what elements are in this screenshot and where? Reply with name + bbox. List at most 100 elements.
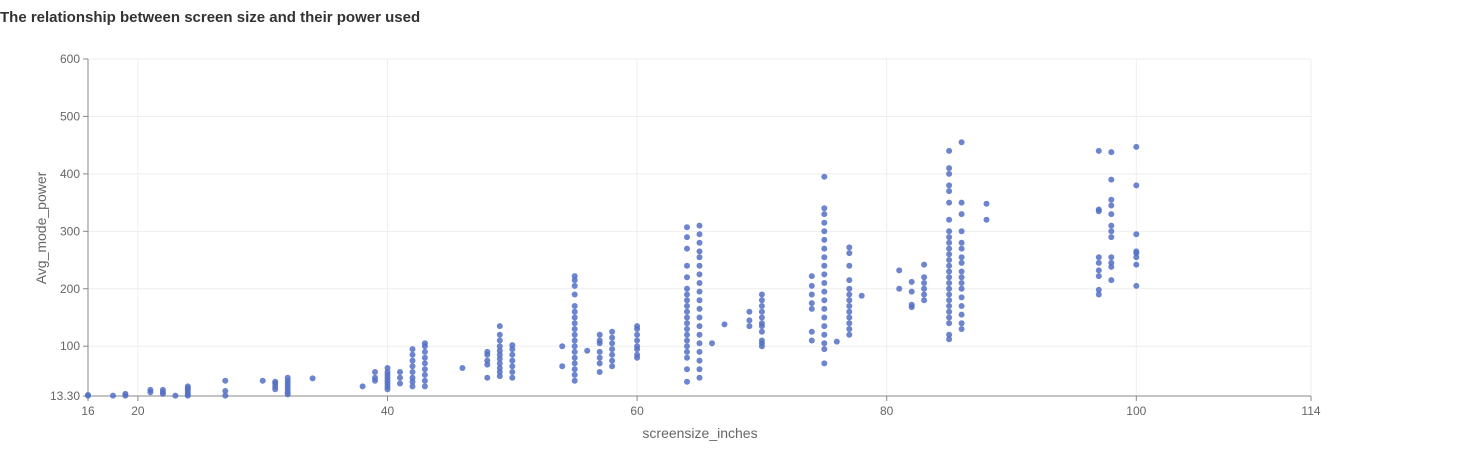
data-point[interactable]	[746, 323, 753, 330]
data-point[interactable]	[821, 211, 828, 218]
data-point[interactable]	[758, 308, 765, 315]
data-point[interactable]	[559, 363, 566, 370]
data-point[interactable]	[571, 273, 578, 280]
data-point[interactable]	[509, 363, 516, 370]
data-point[interactable]	[858, 292, 865, 299]
data-point[interactable]	[921, 285, 928, 292]
data-point[interactable]	[409, 351, 416, 358]
data-point[interactable]	[946, 199, 953, 206]
data-point[interactable]	[721, 321, 728, 328]
data-point[interactable]	[696, 231, 703, 238]
data-point[interactable]	[609, 346, 616, 353]
data-point[interactable]	[696, 280, 703, 286]
data-point[interactable]	[284, 391, 291, 398]
data-point[interactable]	[946, 257, 953, 263]
data-point[interactable]	[571, 331, 578, 338]
data-point[interactable]	[1095, 273, 1102, 280]
data-point[interactable]	[958, 326, 965, 332]
data-point[interactable]	[921, 280, 928, 286]
data-point[interactable]	[908, 278, 915, 285]
data-point[interactable]	[696, 348, 703, 355]
data-point[interactable]	[596, 331, 603, 338]
data-point[interactable]	[696, 262, 703, 269]
data-point[interactable]	[634, 323, 641, 330]
data-point[interactable]	[596, 369, 603, 375]
data-point[interactable]	[496, 323, 503, 330]
data-point[interactable]	[409, 346, 416, 353]
data-point[interactable]	[958, 280, 965, 286]
data-point[interactable]	[684, 285, 690, 292]
data-point[interactable]	[571, 354, 578, 361]
data-point[interactable]	[946, 245, 953, 252]
data-point[interactable]	[758, 337, 765, 344]
data-point[interactable]	[846, 297, 853, 304]
data-point[interactable]	[896, 267, 903, 274]
data-point[interactable]	[921, 274, 928, 281]
data-point[interactable]	[958, 139, 965, 146]
data-point[interactable]	[833, 338, 840, 345]
data-point[interactable]	[896, 285, 903, 292]
data-point[interactable]	[571, 360, 578, 367]
data-point[interactable]	[596, 354, 603, 361]
data-point[interactable]	[484, 357, 491, 364]
data-point[interactable]	[846, 250, 853, 257]
data-point[interactable]	[684, 343, 690, 350]
data-point[interactable]	[821, 331, 828, 338]
data-point[interactable]	[846, 326, 853, 332]
data-point[interactable]	[1108, 176, 1115, 183]
data-point[interactable]	[946, 336, 953, 343]
data-point[interactable]	[1108, 234, 1115, 241]
data-point[interactable]	[821, 280, 828, 286]
data-point[interactable]	[571, 366, 578, 373]
data-point[interactable]	[958, 311, 965, 318]
data-point[interactable]	[846, 285, 853, 292]
data-point[interactable]	[958, 245, 965, 252]
data-point[interactable]	[921, 297, 928, 304]
data-point[interactable]	[509, 374, 516, 381]
data-point[interactable]	[684, 354, 690, 361]
data-point[interactable]	[596, 348, 603, 355]
data-point[interactable]	[684, 348, 690, 355]
data-point[interactable]	[696, 357, 703, 364]
data-point[interactable]	[696, 239, 703, 246]
data-point[interactable]	[1108, 228, 1115, 235]
data-point[interactable]	[1095, 254, 1102, 261]
data-point[interactable]	[946, 182, 953, 189]
data-point[interactable]	[946, 314, 953, 321]
data-point[interactable]	[846, 331, 853, 338]
data-point[interactable]	[808, 282, 815, 289]
data-point[interactable]	[1095, 147, 1102, 154]
data-point[interactable]	[584, 347, 591, 354]
data-point[interactable]	[571, 320, 578, 327]
data-point[interactable]	[421, 354, 428, 361]
data-point[interactable]	[808, 328, 815, 335]
data-point[interactable]	[696, 323, 703, 330]
data-point[interactable]	[571, 337, 578, 344]
data-point[interactable]	[1108, 259, 1115, 266]
data-point[interactable]	[159, 386, 166, 393]
data-point[interactable]	[184, 383, 191, 390]
data-point[interactable]	[846, 303, 853, 309]
data-point[interactable]	[684, 262, 690, 269]
data-point[interactable]	[696, 374, 703, 381]
data-point[interactable]	[1095, 267, 1102, 274]
data-point[interactable]	[758, 297, 765, 304]
data-point[interactable]	[684, 320, 690, 327]
data-point[interactable]	[571, 282, 578, 289]
data-point[interactable]	[946, 262, 953, 269]
data-point[interactable]	[634, 343, 641, 350]
data-point[interactable]	[946, 274, 953, 281]
data-point[interactable]	[684, 291, 690, 298]
data-point[interactable]	[821, 173, 828, 180]
data-point[interactable]	[908, 301, 915, 308]
data-point[interactable]	[1095, 291, 1102, 298]
data-point[interactable]	[821, 254, 828, 261]
data-point[interactable]	[1133, 231, 1140, 238]
data-point[interactable]	[459, 365, 466, 371]
data-point[interactable]	[596, 337, 603, 344]
data-point[interactable]	[908, 288, 915, 295]
data-point[interactable]	[958, 228, 965, 235]
data-point[interactable]	[846, 291, 853, 298]
data-point[interactable]	[421, 377, 428, 384]
data-point[interactable]	[958, 259, 965, 266]
